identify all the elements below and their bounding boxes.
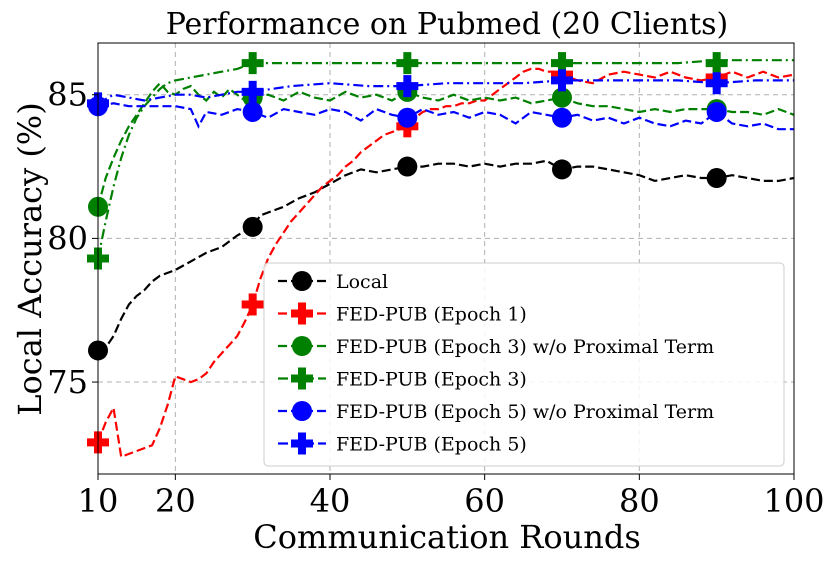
legend-label-3: FED-PUB (Epoch 3) <box>336 369 527 391</box>
series-4-point-1 <box>242 101 263 122</box>
series-5-point-3 <box>551 69 573 92</box>
series-3 <box>87 52 794 270</box>
series-line-3 <box>96 59 794 259</box>
series-5-point-1 <box>241 80 264 103</box>
legend-label-2: FED-PUB (Epoch 3) w/o Proximal Term <box>336 336 714 358</box>
legend-label-4: FED-PUB (Epoch 5) w/o Proximal Term <box>336 401 714 423</box>
series-3-point-3 <box>551 52 573 75</box>
series-0-point-2 <box>397 156 418 177</box>
axis-ticks: 10 20 40 60 80 100 75 80 85 <box>47 76 824 520</box>
legend-marker-4 <box>292 401 312 421</box>
x-axis-label: Communication Rounds <box>253 518 641 556</box>
series-0 <box>88 156 795 361</box>
series-4-point-4 <box>706 101 727 122</box>
series-5-point-4 <box>705 72 728 95</box>
x-tick-label-5: 100 <box>763 482 824 520</box>
series-5 <box>87 69 794 115</box>
series-0-point-1 <box>242 216 263 237</box>
legend-item-2: FED-PUB (Epoch 3) w/o Proximal Term <box>278 336 714 358</box>
series-2 <box>88 81 795 217</box>
series-0-point-3 <box>552 159 572 180</box>
legend-label-0: Local <box>336 271 388 293</box>
x-tick-label-3: 60 <box>464 482 505 520</box>
x-tick-label-2: 40 <box>310 482 351 520</box>
series-3-point-1 <box>241 52 264 75</box>
legend-item-0: Local <box>278 271 388 293</box>
legend-label-5: FED-PUB (Epoch 5) <box>336 434 527 456</box>
legend-marker-0 <box>292 271 312 291</box>
series-line-1 <box>96 67 795 459</box>
series-3-point-4 <box>705 52 728 75</box>
series-0-point-4 <box>706 168 727 189</box>
x-tick-label-1: 20 <box>155 482 196 520</box>
series-line-4 <box>97 102 794 131</box>
legend-marker-1 <box>291 302 313 325</box>
series-4-point-3 <box>552 107 572 128</box>
legend-marker-2 <box>292 336 312 356</box>
y-tick-label-0: 75 <box>47 363 88 401</box>
legend-item-4: FED-PUB (Epoch 5) w/o Proximal Term <box>278 401 714 423</box>
series-1-point-1 <box>241 293 264 316</box>
y-tick-label-2: 85 <box>47 76 88 114</box>
series-line-2 <box>96 81 795 208</box>
series-5-point-2 <box>396 75 419 98</box>
chart-title: Performance on Pubmed (20 Clients) <box>166 7 729 42</box>
x-tick-label-0: 10 <box>78 482 119 520</box>
series-3-point-2 <box>396 52 419 75</box>
series-line-0 <box>97 159 795 352</box>
legend-label-1: FED-PUB (Epoch 1) <box>336 304 527 326</box>
legend-item-5: FED-PUB (Epoch 5) <box>278 432 527 456</box>
legend-marker-5 <box>291 432 313 455</box>
x-tick-label-4: 80 <box>619 482 660 520</box>
legend: Local FED-PUB (Epoch 1) FED-PUB (Epoch 3) … <box>263 262 785 467</box>
series-4 <box>88 96 794 131</box>
legend-box <box>263 262 785 467</box>
plot-frame <box>97 42 795 475</box>
legend-item-3: FED-PUB (Epoch 3) <box>278 367 527 391</box>
legend-item-1: FED-PUB (Epoch 1) <box>278 302 527 326</box>
series-line-5 <box>97 79 794 105</box>
y-tick-label-1: 80 <box>47 219 88 257</box>
series-4-point-2 <box>397 107 418 128</box>
series-2-point-3 <box>552 87 572 108</box>
y-axis-label: Local Accuracy (%) <box>11 102 49 415</box>
legend-marker-3 <box>291 367 313 390</box>
